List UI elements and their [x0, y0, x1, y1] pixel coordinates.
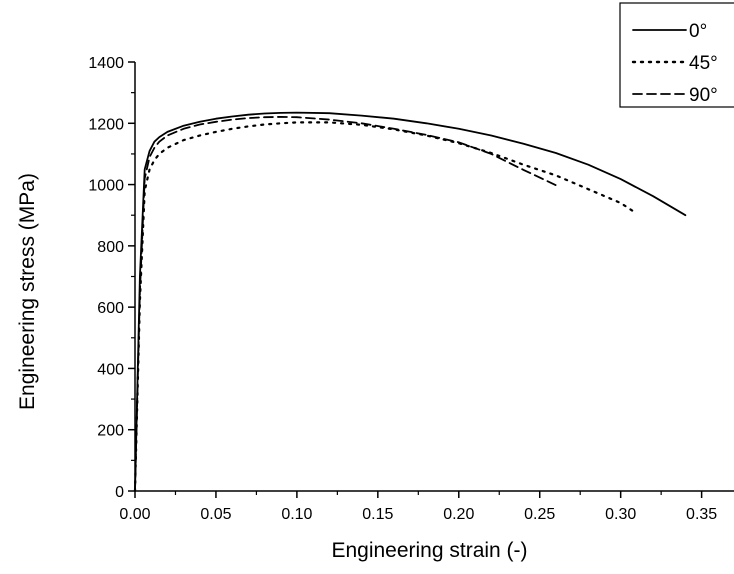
x-tick-label: 0.15: [362, 506, 393, 523]
y-tick-label: 400: [97, 361, 124, 378]
legend-label-2: 90°: [689, 85, 718, 106]
y-tick-label: 600: [97, 300, 124, 317]
y-tick-label: 1400: [88, 55, 124, 72]
legend-label-1: 45°: [689, 53, 718, 74]
y-tick-label: 0: [115, 484, 124, 501]
x-tick-label: 0.00: [119, 506, 150, 523]
y-axis-title: Engineering stress (MPa): [16, 173, 39, 410]
plot-area: [133, 111, 687, 493]
series-line-0: [134, 111, 687, 492]
legend-label-0: 0°: [689, 21, 707, 42]
series-line-1: [133, 121, 635, 493]
x-tick-label: 0.25: [524, 506, 555, 523]
y-tick-label: 1000: [88, 178, 124, 195]
x-tick-label: 0.10: [281, 506, 312, 523]
x-tick-label: 0.30: [605, 506, 636, 523]
x-tick-label: 0.20: [443, 506, 474, 523]
y-tick-label: 200: [97, 423, 124, 440]
x-tick-label: 0.35: [686, 506, 717, 523]
y-tick-label: 800: [97, 239, 124, 256]
x-axis-title: Engineering strain (-): [331, 539, 527, 562]
legend: 0° 45° 90°: [619, 2, 734, 108]
y-tick-label: 1200: [88, 116, 124, 133]
axes: 0 200 400 600 800 1000 1200 1400 0.00 0.05 0.10 0.1…: [88, 55, 734, 523]
x-tick-label: 0.05: [200, 506, 231, 523]
series-line-2: [134, 116, 557, 492]
legend-box: [619, 2, 734, 108]
